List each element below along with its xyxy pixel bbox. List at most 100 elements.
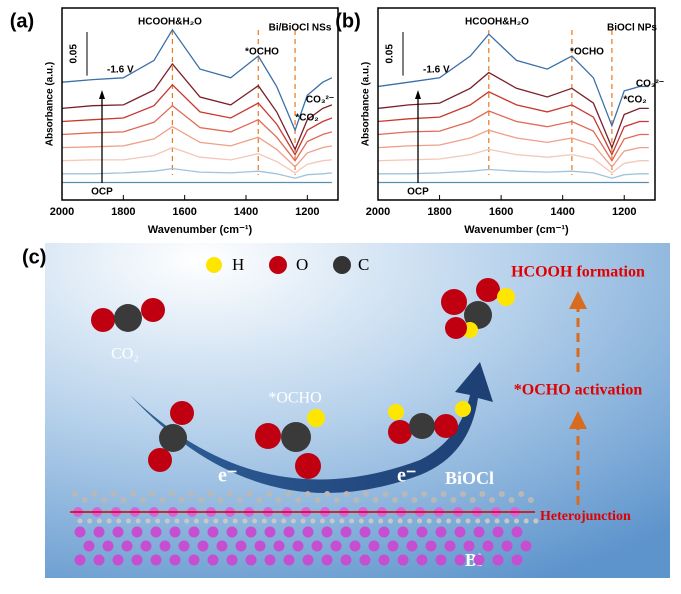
o-atom [378,518,384,524]
co2-molecule [91,298,165,332]
cl-atom [498,491,505,497]
o-atom [193,518,199,524]
bi-atom [368,540,380,552]
o-atom [252,518,258,524]
step-label: *OCHO activation [514,382,643,399]
bi-atom [454,526,466,538]
cl-atom [256,497,263,503]
bi-atom [207,554,219,566]
bi-atom [74,526,86,538]
bi-atom [520,540,532,552]
cl-atom [343,491,350,497]
cl-atom [430,497,437,503]
charts: 2000 1800 1600 1400 1200 Wavenumber (cm⁻¹) Abs… [10,7,664,236]
legend-label: C [358,255,369,274]
bi-atom [112,526,124,538]
bi-atom [226,526,238,538]
cl-atom [314,497,321,503]
cl-atom [198,497,205,503]
spectrum-line [61,146,332,174]
bi-atom [226,554,238,566]
legend-label: H [232,255,244,274]
plot-frame [61,7,339,201]
cl-atom [324,491,331,497]
bi-atom [245,526,257,538]
x-tick-label: 1200 [612,206,636,218]
o-atom [271,518,277,524]
cl-atom [275,497,282,503]
bi-atom [416,554,428,566]
potential-label: OCP [91,187,113,198]
o-atom [184,518,190,524]
o-atom [232,518,238,524]
x-axis-label: Wavenumber (cm⁻¹) [148,224,253,236]
cl-atom [363,491,369,497]
bi-atom [444,540,456,552]
cl-atom [333,497,340,503]
bi-atom [378,526,390,538]
cl-atom [411,497,418,503]
o-atom [533,518,539,524]
cl-atom [236,497,243,503]
o-atom [126,518,131,524]
o-atom [455,518,461,524]
cl-atom [450,497,457,503]
o-atom [494,518,500,524]
bi-atom [188,526,200,538]
cl-atom [372,497,379,503]
spectrum-line [377,110,649,162]
spectrum-line [377,91,649,157]
o-atom [300,518,306,524]
o-atom [387,518,393,524]
spectrum-line [61,83,333,156]
o-atom [436,518,442,524]
bi-atom [93,526,105,538]
o-atom [223,518,228,524]
scale-bar-label: 0.05 [69,44,80,64]
spectrum-line [61,125,333,168]
cl-atom [246,491,253,497]
o-atom [368,518,374,524]
cl-atom [91,491,98,497]
spectrum-line [61,28,333,133]
bi-atom [102,540,114,552]
o-atom [339,518,345,524]
o-atom [514,518,519,524]
bi-atom [321,554,333,566]
cl-atom [401,491,408,497]
o-atom [407,518,413,524]
lattice [72,491,539,566]
potential-label: OCP [407,187,429,198]
bi-atom [245,554,257,566]
cl-atom [508,497,515,503]
cl-atom [110,491,117,497]
x-tick-label: 2000 [366,206,390,218]
o-atom [164,518,170,524]
potential-arrowhead [415,90,421,99]
ocho-label: *OCHO [268,390,321,407]
o-atom [261,518,267,524]
bi-atom [169,554,181,566]
o-atom [116,518,122,524]
cl-atom [382,491,389,497]
bi-atom [340,554,352,566]
bi-atom [473,554,485,566]
bi-atom [425,540,437,552]
o-atom [96,518,102,524]
peak-label: *OCHO [570,47,604,58]
cl-atom [159,497,166,503]
y-axis-label: Absorbance (a.u.) [45,62,56,146]
bi-atom [254,540,266,552]
sample-label: BiOCl NPs [607,23,657,34]
cl-atom [460,491,466,497]
spectrum-line [377,33,649,128]
bi-atom [397,526,409,538]
bi-atom [283,526,295,538]
bi-atom [397,554,409,566]
bi-atom [435,554,447,566]
bi-atom [131,526,143,538]
potential-label: -1.6 V [423,65,450,76]
bi-atom [140,540,152,552]
x-tick-label: 1200 [295,206,319,218]
